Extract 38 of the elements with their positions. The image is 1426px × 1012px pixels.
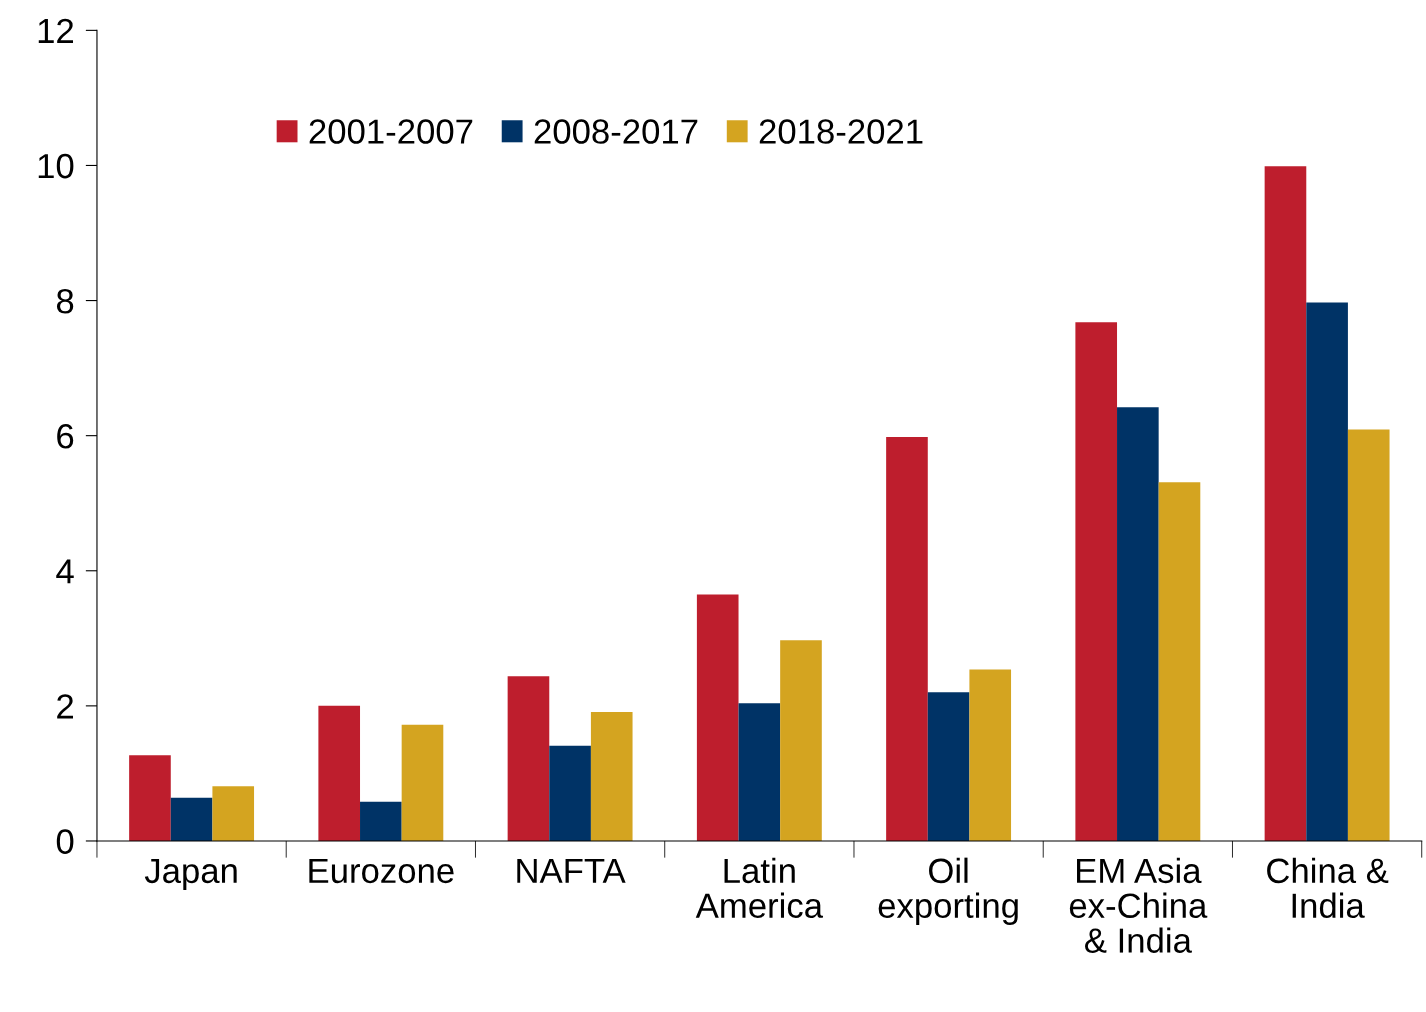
y-tick-label: 6 — [57, 424, 74, 449]
x-tick-label: NAFTA — [517, 858, 626, 883]
bar — [927, 692, 970, 841]
y-tick-label: 0 — [56, 829, 74, 854]
y-tick-label: 8 — [56, 288, 74, 314]
bar — [969, 669, 1012, 841]
bar — [1158, 482, 1201, 841]
bar — [696, 594, 739, 841]
legend-label: 2018-2021 — [759, 119, 923, 144]
bar — [318, 705, 361, 841]
bar — [780, 640, 822, 841]
legend-label: 2001-2007 — [309, 119, 473, 144]
y-tick-label: 2 — [57, 694, 73, 719]
y-tick-label: 4 — [56, 559, 74, 584]
bar — [1306, 302, 1348, 841]
bar — [1075, 322, 1118, 841]
x-tick-label: Latin America — [695, 857, 824, 919]
bar — [360, 801, 402, 841]
bar — [129, 755, 171, 841]
bar — [738, 703, 781, 841]
bar — [401, 724, 444, 841]
x-tick-label: Japan — [144, 858, 237, 891]
x-tick-label: China & India — [1267, 857, 1389, 919]
bar — [549, 745, 591, 841]
legend-label: 2008-2017 — [534, 119, 698, 144]
bar — [1117, 407, 1159, 841]
x-tick-label: Eurozone — [309, 858, 454, 884]
y-tick-label: 10 — [38, 153, 74, 179]
bar — [1264, 166, 1307, 841]
bar — [507, 676, 550, 841]
x-tick-label: EM Asia ex-China & India — [1069, 857, 1208, 953]
y-tick-label: 12 — [38, 18, 74, 43]
bar — [212, 786, 255, 841]
x-tick-label: Oil exporting — [878, 857, 1018, 925]
bar — [1347, 429, 1390, 841]
bar — [886, 437, 928, 841]
bar — [170, 797, 213, 841]
bar — [590, 711, 633, 841]
